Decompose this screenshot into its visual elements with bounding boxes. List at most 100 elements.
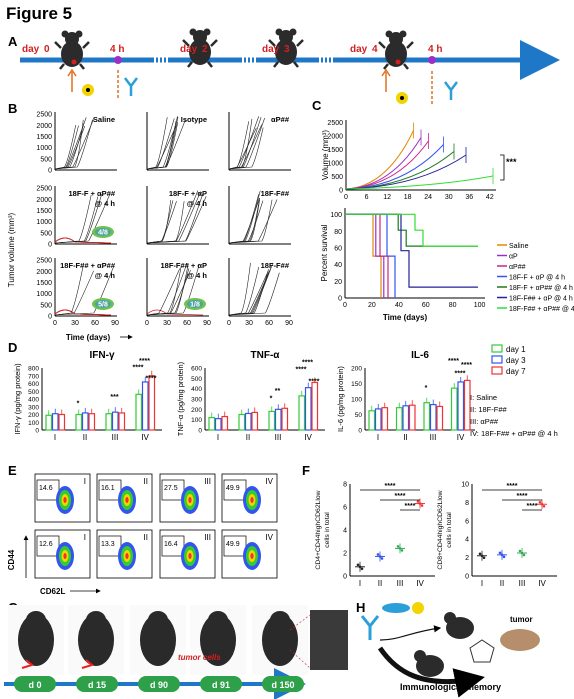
ratio-badge-inner: [95, 228, 111, 236]
group-label: IV: [304, 433, 312, 442]
mouse-photo: [200, 614, 236, 666]
flow-plot: 16.4 III: [159, 529, 216, 579]
panel-label-h: H: [356, 600, 365, 615]
group-label: II: [246, 433, 250, 442]
y-tick-label: 4: [465, 537, 469, 544]
data-point: [540, 502, 544, 506]
y-axis-label: TNF-α (pg/mg protein): [176, 361, 185, 436]
growth-curve: [54, 270, 95, 316]
cytokine-bar: [88, 413, 96, 431]
group-label: III: [204, 477, 211, 486]
panel-label-e: E: [8, 463, 17, 478]
group-label: IV: [265, 477, 273, 486]
y-tick-label: 700: [28, 373, 39, 380]
chart-title: IL-6: [411, 350, 429, 361]
growth-curve: [146, 122, 179, 170]
group-label: II: [500, 579, 504, 588]
radiotracer-arrow: [67, 68, 391, 92]
panel-label-f: F: [302, 463, 310, 478]
x-tick-label: 30: [245, 320, 253, 327]
significance-stars: **: [275, 388, 281, 395]
subplot-title: Isotype: [181, 115, 207, 124]
significance-stars: ***: [110, 394, 118, 401]
y-tick-label: 600: [28, 381, 39, 388]
day-label: d 90: [150, 680, 168, 690]
group-label: II: [403, 433, 407, 442]
cytokine-bar: [148, 375, 156, 431]
day-label: d 0: [28, 680, 41, 690]
ratio-label: 4/8: [98, 230, 108, 237]
y-axis-label: CD4+CD44highCD62Llow: [315, 490, 322, 569]
sig-bracket: [500, 154, 505, 181]
growth-curve: [146, 118, 175, 170]
growth-curve: [54, 117, 87, 170]
flow-plot: 49.9 IV: [221, 473, 278, 523]
flow-plot: 49.9 IV: [221, 529, 278, 579]
significance-stars: ****: [461, 362, 472, 369]
y-tick-label: 0: [343, 574, 347, 581]
x-tick-label: 90: [111, 320, 119, 327]
significance-stars: *: [77, 400, 80, 407]
gate-percentage: 49.9: [226, 541, 240, 548]
significance-stars: ****: [296, 366, 307, 373]
memory-arrow: [377, 646, 485, 698]
cytokine-bar: [58, 413, 66, 431]
data-point: [500, 553, 504, 557]
x-tick-label: 60: [183, 320, 191, 327]
volume-series-line: [345, 154, 467, 190]
timeline-breaks: [154, 55, 333, 65]
cytokine-bar: [429, 403, 437, 431]
tumor-arrow: [21, 659, 35, 669]
cytokine-bar: [118, 412, 126, 431]
group-key-label: IV: 18F-F## + αP## @ 4 h: [470, 429, 558, 438]
mouse-head: [26, 611, 46, 629]
day-pill: [14, 676, 56, 692]
tumor-dot: [71, 59, 77, 65]
group-label: III: [112, 433, 119, 442]
growth-curve: [228, 199, 260, 244]
subplot-title: @ 4 h: [187, 271, 208, 280]
group-label: II: [144, 477, 148, 486]
timeline-label: 3: [284, 44, 290, 55]
legend-swatch: [491, 355, 503, 364]
mouse-photo: [78, 614, 114, 666]
data-point: [400, 549, 404, 552]
subplot-title: 18F-F##: [261, 261, 290, 270]
timeline-label: day: [22, 44, 40, 55]
syringe-icon: [382, 603, 410, 613]
x-tick-label: 0: [344, 194, 348, 201]
legend-label: day 3: [506, 356, 526, 365]
data-point: [398, 547, 402, 550]
data-point: [378, 555, 382, 558]
data-point: [356, 563, 360, 567]
group-label: IV: [457, 433, 465, 442]
y-tick-label: 400: [28, 397, 39, 404]
gate-percentage: 16.1: [101, 485, 115, 492]
y-tick-label: 2000: [36, 197, 52, 204]
cytokine-bar: [423, 402, 431, 431]
y-tick-label: 2000: [327, 134, 343, 141]
tumor-arrow: [81, 659, 95, 669]
injection-dot: [114, 56, 122, 64]
x-tick-label: 30: [71, 320, 79, 327]
significance-stars: ****: [405, 503, 416, 510]
data-point: [538, 500, 542, 504]
y-axis-label: IL-6 (pg/mg protein): [336, 366, 345, 432]
growth-curve: [228, 194, 260, 244]
panel-label-c: C: [312, 98, 322, 113]
y-tick-label: 8: [465, 500, 469, 507]
y-axis-label: IFN-γ (pg/mg protein): [13, 363, 22, 435]
x-tick-label: 12: [383, 194, 391, 201]
data-point: [396, 545, 400, 548]
legend-label: αP: [509, 254, 518, 261]
y-tick-label: 1500: [36, 280, 52, 287]
growth-subplot: Isotype: [146, 112, 209, 171]
growth-curve: [146, 200, 174, 244]
group-label: III: [275, 433, 282, 442]
panel-a: A day 0 4 h day 2 day 3 day 4 4 h: [8, 28, 560, 104]
antibody-icon: [360, 615, 380, 640]
growth-curve: [228, 268, 272, 316]
group-label: I: [377, 433, 379, 442]
